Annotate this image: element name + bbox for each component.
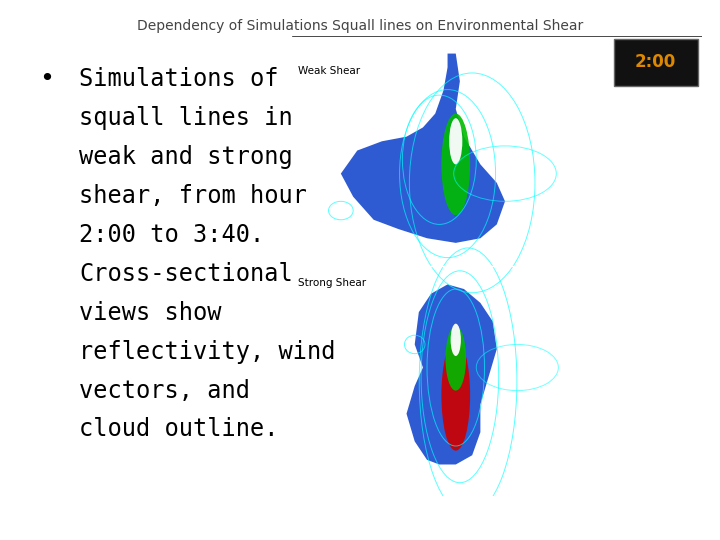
Ellipse shape: [441, 113, 470, 215]
Polygon shape: [341, 53, 505, 243]
Text: views show: views show: [79, 301, 222, 325]
Text: Simulations of: Simulations of: [79, 68, 279, 91]
Ellipse shape: [446, 326, 466, 390]
Ellipse shape: [441, 340, 470, 450]
Text: shear, from hour: shear, from hour: [79, 184, 307, 208]
Text: weak and strong: weak and strong: [79, 145, 293, 169]
Ellipse shape: [451, 323, 461, 356]
Polygon shape: [407, 285, 497, 464]
Text: 2:00: 2:00: [635, 53, 676, 71]
Text: reflectivity, wind: reflectivity, wind: [79, 340, 336, 363]
FancyBboxPatch shape: [292, 52, 375, 90]
Text: Weak Shear: Weak Shear: [298, 66, 360, 76]
Text: cloud outline.: cloud outline.: [79, 417, 279, 441]
Text: Strong Shear: Strong Shear: [298, 278, 366, 288]
FancyBboxPatch shape: [292, 267, 387, 300]
FancyBboxPatch shape: [613, 39, 698, 86]
Ellipse shape: [449, 118, 462, 164]
Text: vectors, and: vectors, and: [79, 379, 251, 402]
Text: Cross-sectional: Cross-sectional: [79, 262, 293, 286]
Text: Dependency of Simulations Squall lines on Environmental Shear: Dependency of Simulations Squall lines o…: [137, 19, 583, 33]
Text: •: •: [40, 68, 55, 91]
Text: squall lines in: squall lines in: [79, 106, 293, 130]
Text: 2:00 to 3:40.: 2:00 to 3:40.: [79, 223, 264, 247]
